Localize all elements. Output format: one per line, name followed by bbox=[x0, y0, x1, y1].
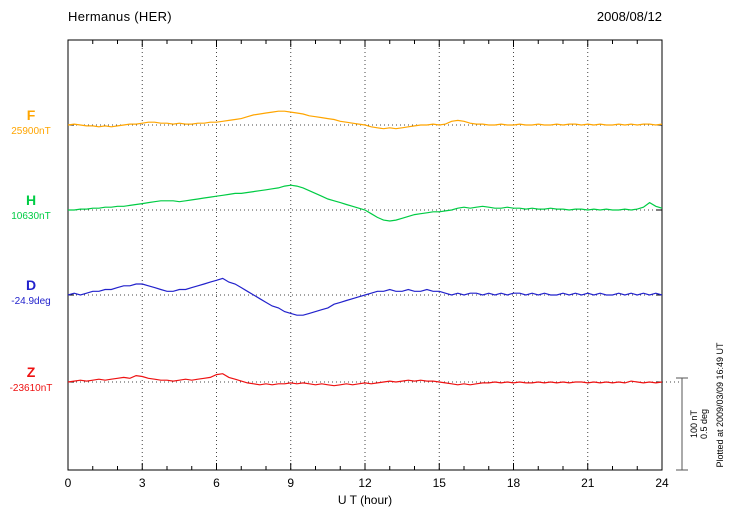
scale-bar-label-nt: 100 nT bbox=[689, 409, 699, 439]
station-title: Hermanus (HER) bbox=[68, 9, 172, 24]
trace-F bbox=[67, 110, 663, 130]
trace-baseline-D: -24.9deg bbox=[11, 296, 51, 307]
plotted-at-label: Plotted at 2009/03/09 16:49 UT bbox=[715, 342, 725, 468]
x-tick-label: 6 bbox=[213, 476, 220, 490]
trace-baseline-H: 10630nT bbox=[11, 211, 51, 222]
x-tick-label: 15 bbox=[432, 476, 446, 490]
trace-label-F: F bbox=[26, 107, 36, 123]
trace-D bbox=[67, 277, 663, 316]
trace-baseline-Z: -23610nT bbox=[9, 383, 53, 394]
trace-label-D: D bbox=[25, 277, 37, 293]
trace-Z bbox=[67, 373, 663, 387]
x-tick-label: 9 bbox=[287, 476, 295, 490]
x-tick-label: 24 bbox=[655, 476, 669, 490]
date-label: 2008/08/12 bbox=[596, 9, 662, 24]
trace-label-Z: Z bbox=[26, 364, 36, 380]
trace-H bbox=[68, 184, 663, 222]
x-tick-label: 12 bbox=[358, 476, 372, 490]
x-tick-label: 0 bbox=[64, 476, 72, 490]
scale-bar-label: 100 nT 0.5 deg bbox=[689, 409, 709, 439]
x-tick-label: 18 bbox=[506, 476, 521, 490]
x-tick-label: 21 bbox=[581, 476, 595, 490]
trace-baseline-F: 25900nT bbox=[11, 126, 51, 137]
scale-bar-label-deg: 0.5 deg bbox=[699, 408, 709, 440]
x-axis-label: U T (hour) bbox=[337, 493, 393, 507]
x-tick-label: 3 bbox=[138, 476, 146, 490]
trace-label-H: H bbox=[25, 192, 37, 208]
